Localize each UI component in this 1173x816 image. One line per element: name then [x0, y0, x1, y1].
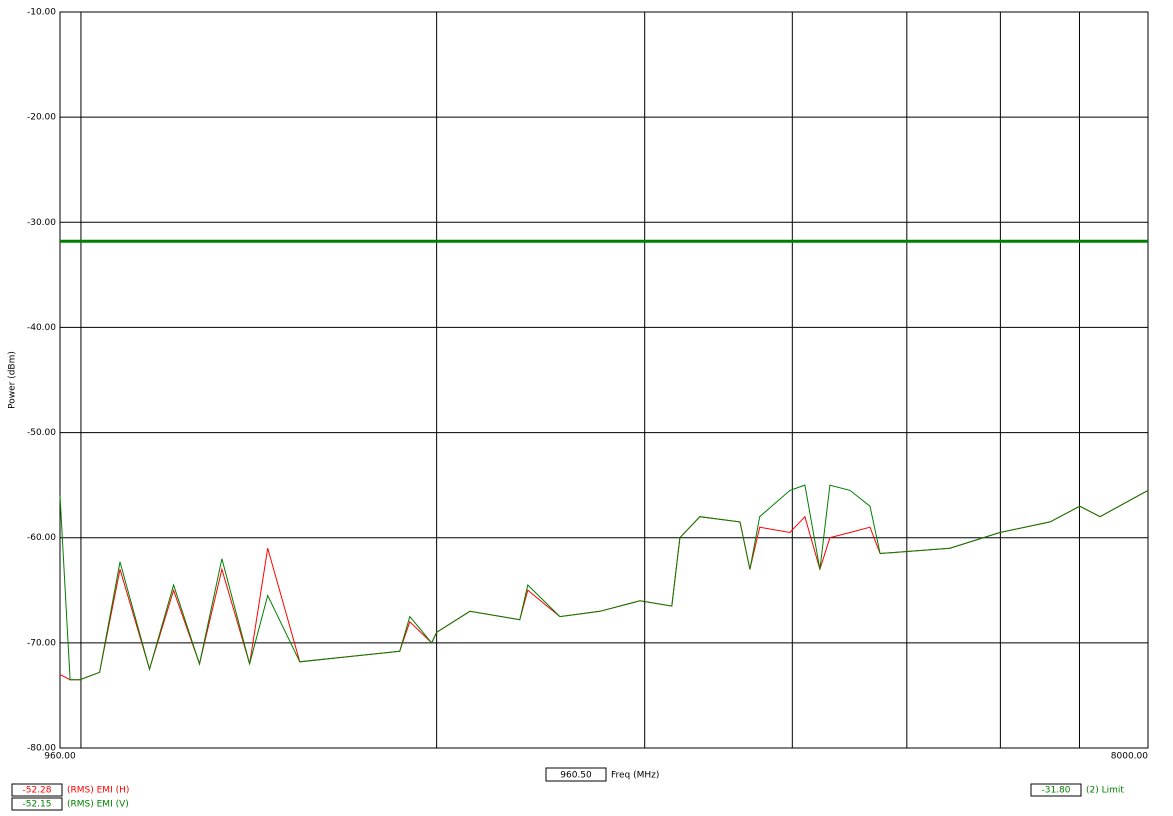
plot-area	[59, 11, 1149, 749]
x-axis-label: Freq (MHz)	[611, 771, 659, 781]
y-tick-label: -50.00	[27, 428, 56, 438]
y-tick-label: -80.00	[27, 744, 56, 754]
readout-box	[1030, 783, 1082, 797]
legend-label: (RMS) EMI (H)	[67, 786, 129, 796]
series-line	[59, 484, 1149, 681]
readout-value: -31.80	[1041, 786, 1070, 796]
y-tick-label: -70.00	[27, 638, 56, 648]
y-tick-label: -20.00	[27, 113, 56, 123]
readout-box	[11, 797, 63, 811]
x-tick-label: 960.00	[44, 752, 76, 762]
x-tick-label: 8000.00	[1111, 752, 1148, 762]
cursor-box	[545, 767, 607, 782]
y-tick-label: -10.00	[27, 8, 56, 18]
readout-value: -52.28	[22, 786, 51, 796]
y-tick-label: -30.00	[27, 218, 56, 228]
legend-label: (2) Limit	[1086, 786, 1124, 796]
legend-label: (RMS) EMI (V)	[67, 800, 129, 810]
readout-value: -52.15	[22, 800, 51, 810]
y-axis-label: Power (dBm)	[8, 351, 18, 409]
y-tick-label: -60.00	[27, 533, 56, 543]
cursor-readout: 960.50	[560, 771, 592, 781]
y-tick-label: -40.00	[27, 323, 56, 333]
readout-box	[11, 783, 63, 797]
